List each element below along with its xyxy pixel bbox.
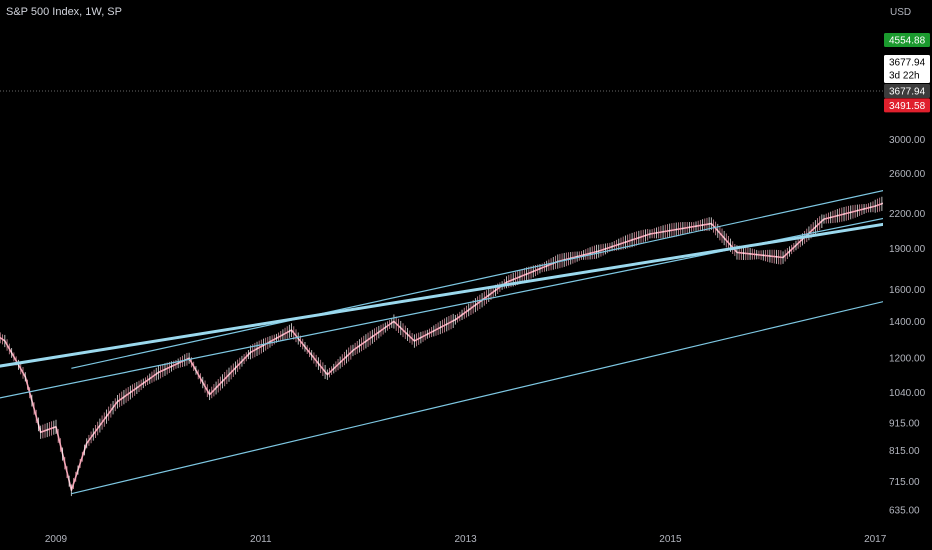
x-tick-label: 2013 (454, 534, 477, 545)
trend-line-upper-channel[interactable] (71, 13, 932, 369)
currency-label: USD (890, 7, 911, 18)
price-tag-last-price-countdown: 3d 22h (889, 71, 920, 82)
price-tag-stop[interactable] (884, 98, 930, 113)
price-tag-last-price-label: 3677.94 (889, 58, 926, 69)
x-tick-label: 2009 (45, 534, 68, 545)
y-tick-label: 815.00 (889, 446, 920, 457)
x-tick-label: 2017 (864, 534, 887, 545)
trend-line-mid-channel[interactable] (0, 54, 932, 412)
price-tag-crosshair[interactable] (884, 84, 930, 99)
y-tick-label: 1040.00 (889, 388, 926, 399)
trend-line-lower-channel[interactable] (71, 110, 932, 495)
x-tick-label: 2011 (250, 534, 272, 545)
price-tag-last-price[interactable] (884, 55, 930, 83)
y-tick-label: 1600.00 (889, 285, 926, 296)
y-tick-label: 1200.00 (889, 354, 926, 365)
price-tag-crosshair-label: 3677.94 (889, 87, 926, 98)
x-tick-label: 2015 (659, 534, 682, 545)
chart-title: S&P 500 Index, 1W, SP (6, 6, 122, 18)
price-line (0, 202, 883, 491)
y-tick-label: 1400.00 (889, 317, 926, 328)
price-tag-target-label: 4554.88 (889, 36, 926, 47)
price-tag-stop-label: 3491.58 (889, 101, 926, 112)
y-tick-label: 2200.00 (889, 209, 926, 220)
trend-line-long-support[interactable] (0, 94, 932, 377)
price-tag-target[interactable] (884, 33, 930, 47)
y-tick-label: 915.00 (889, 418, 920, 429)
y-tick-label: 1900.00 (889, 244, 926, 255)
y-tick-label: 3000.00 (889, 135, 926, 146)
y-tick-label: 635.00 (889, 506, 920, 517)
y-tick-label: 715.00 (889, 477, 920, 488)
y-tick-label: 2600.00 (889, 169, 926, 180)
